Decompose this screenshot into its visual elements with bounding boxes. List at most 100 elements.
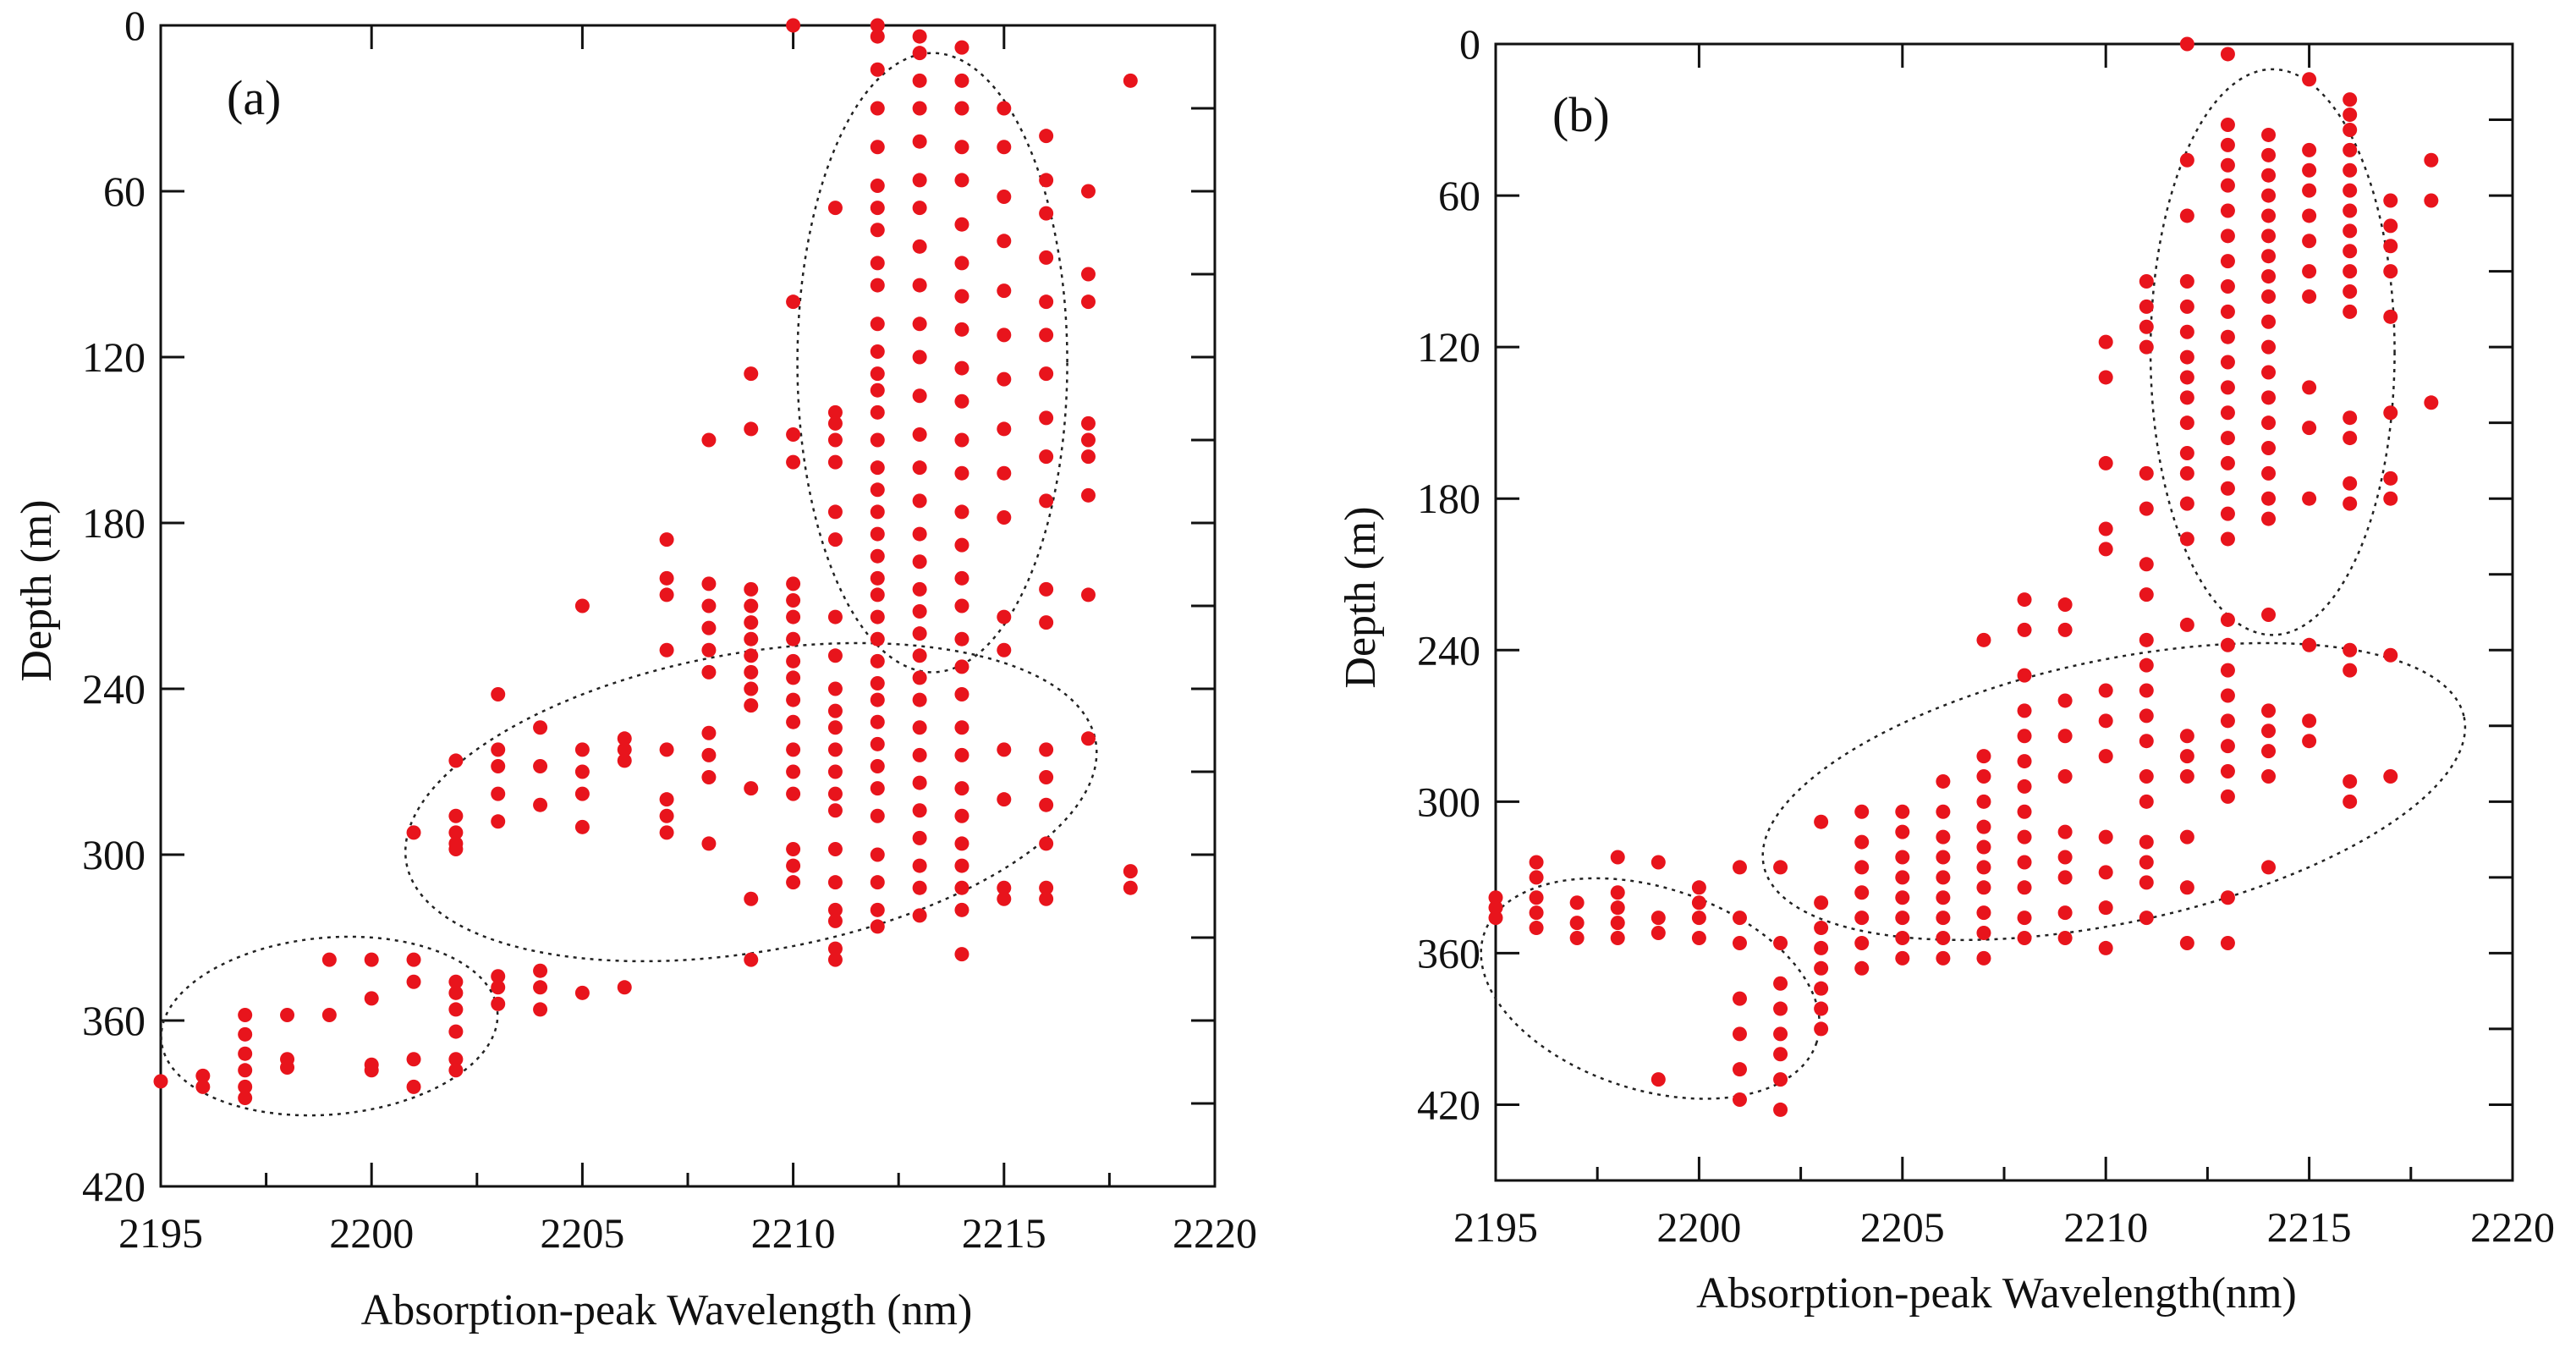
panel-b-data-point	[2383, 239, 2398, 254]
panel-b-data-point	[2017, 703, 2032, 718]
panel-b-data-point	[1610, 916, 1625, 931]
panel-b-data-point	[2261, 607, 2277, 622]
panel-a-data-point	[1080, 294, 1096, 310]
panel-a-data-point	[701, 770, 717, 785]
panel-b-data-point	[1895, 911, 1910, 926]
panel-a-data-point	[364, 1063, 379, 1078]
panel-a-data-point	[448, 753, 464, 768]
panel-b-data-point	[2220, 431, 2235, 446]
panel-a-data-point	[701, 576, 717, 591]
panel-a-cluster-ellipse	[160, 935, 499, 1117]
panel-a-data-point	[1039, 891, 1054, 906]
panel-a-data-point	[870, 504, 885, 520]
panel-b-data-point	[2098, 713, 2113, 729]
panel-b-data-point	[2057, 850, 2073, 865]
panel-b-data-point	[2343, 92, 2358, 107]
panel-b-data-point	[1854, 935, 1870, 950]
panel-b-data-point	[1773, 1026, 1788, 1042]
panel-a-data-point	[1123, 880, 1138, 895]
panel-b-data-point	[1691, 911, 1706, 926]
panel-b-data-point	[2383, 193, 2398, 208]
panel-a-data-point	[827, 841, 843, 856]
panel-a-data-point	[827, 703, 843, 718]
panel-b-data-point	[2017, 779, 2032, 794]
panel-a-data-point	[954, 659, 969, 674]
panel-b-data-point	[1814, 921, 1829, 936]
panel-b-y-tick-label: 0	[1459, 20, 1480, 68]
panel-b-data-point	[1610, 885, 1625, 900]
panel-a-data-point	[870, 548, 885, 564]
panel-a-data-point	[448, 1002, 464, 1017]
panel-b-data-point	[2220, 178, 2235, 193]
panel-b-data-point	[2302, 234, 2317, 249]
panel-a-data-point	[786, 764, 801, 779]
panel-b-data-point	[2220, 228, 2235, 244]
panel-b-x-tick-label: 2195	[1453, 1203, 1538, 1251]
panel-a-data-point	[574, 786, 590, 801]
panel-b-data-point	[2302, 421, 2317, 436]
panel-a-data-point	[744, 648, 759, 663]
panel-a-data-point	[997, 609, 1012, 624]
panel-b-data-point	[1976, 880, 1991, 895]
panel-a-data-point	[912, 858, 927, 873]
panel-a-data-point	[1039, 493, 1054, 509]
panel-b-data-point	[1691, 930, 1706, 945]
panel-a-data-point	[701, 642, 717, 657]
panel-a-data-point	[448, 1063, 464, 1078]
panel-b-data-point	[2057, 693, 2073, 708]
panel-a-data-point	[1039, 797, 1054, 812]
panel-b-y-tick-label: 180	[1417, 475, 1480, 522]
panel-a-data-point	[659, 532, 674, 547]
panel-b-data-point	[2179, 465, 2194, 481]
panel-b-data-point	[2057, 622, 2073, 637]
panel-b-data-point	[1936, 890, 1951, 905]
panel-a-data-point	[954, 720, 969, 735]
panel-a-cluster-ellipse	[796, 52, 1068, 674]
panel-a-data-point	[701, 432, 717, 448]
panel-a-data-point	[827, 648, 843, 663]
panel-a-data-point	[1080, 731, 1096, 746]
panel-a-data-point	[954, 465, 969, 481]
panel-b-data-point	[1854, 960, 1870, 976]
panel-b-data-point	[2179, 729, 2194, 744]
panel-a-data-point	[1080, 449, 1096, 465]
panel-a-data-point	[786, 841, 801, 856]
panel-a-data-point	[870, 714, 885, 729]
panel-a-data-point	[574, 819, 590, 834]
panel-a-y-tick-label: 120	[82, 333, 146, 381]
panel-b-data-point	[2261, 249, 2277, 264]
panel-a-data-point	[870, 316, 885, 332]
panel-b-data-point	[1610, 850, 1625, 865]
panel-a-data-point	[870, 675, 885, 691]
panel-a-data-point	[1080, 487, 1096, 503]
panel-a-data-point	[533, 963, 548, 978]
panel-a-data-point	[954, 217, 969, 232]
panel-a-y-tick-label: 420	[82, 1163, 146, 1210]
panel-a-data-point	[954, 256, 969, 271]
panel-b-data-point	[2261, 724, 2277, 739]
panel-b-data-point	[1895, 824, 1910, 839]
panel-b-data-point	[1529, 905, 1544, 921]
panel-a-data-point	[954, 631, 969, 646]
panel-b-data-point	[2139, 465, 2154, 481]
panel-b-data-point	[2383, 647, 2398, 663]
panel-a-data-point	[574, 598, 590, 613]
panel-b-data-point	[1732, 935, 1747, 950]
panel-b-data-point	[2261, 365, 2277, 380]
panel-b-data-point	[2139, 855, 2154, 870]
panel-a-data-point	[870, 781, 885, 796]
panel-a-data-point	[912, 460, 927, 476]
panel-b-data-point	[1854, 834, 1870, 850]
panel-a-data-point	[912, 29, 927, 44]
panel-a-x-tick-label: 2195	[118, 1209, 203, 1257]
panel-a-data-point	[744, 615, 759, 630]
panel-b-data-point	[1854, 911, 1870, 926]
panel-b-data-point	[2220, 203, 2235, 218]
panel-a-data-point	[997, 792, 1012, 807]
panel-b-data-point	[2220, 137, 2235, 152]
panel-b-data-point	[2017, 829, 2032, 845]
panel-b-data-point	[2017, 880, 2032, 895]
panel-a-x-tick-label: 2215	[962, 1209, 1046, 1257]
panel-b-data-point	[2302, 380, 2317, 395]
